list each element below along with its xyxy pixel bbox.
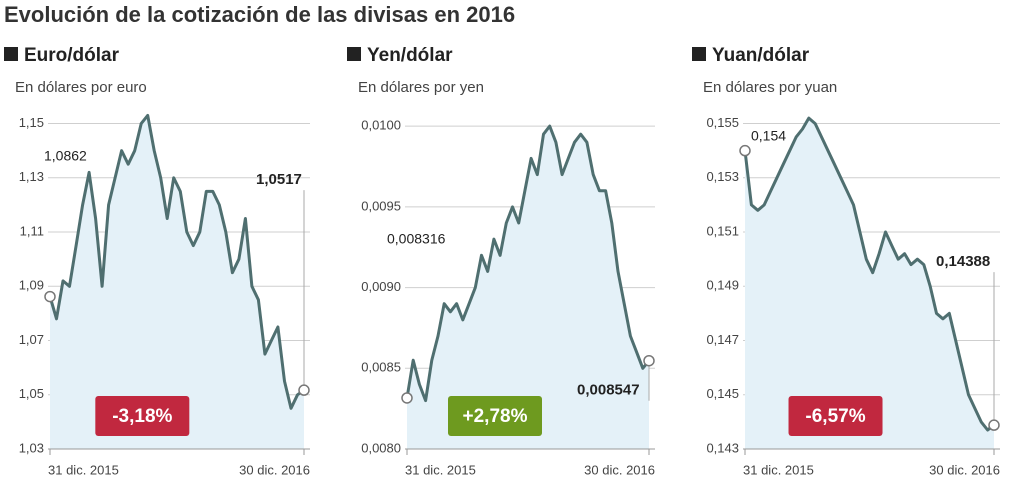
x-tick-label: 31 dic. 2015 <box>743 462 814 477</box>
value-label: 0,008547 <box>577 382 640 399</box>
x-tick-label: 30 dic. 2016 <box>929 462 1000 477</box>
end-point <box>739 144 751 157</box>
y-tick-label: 1,15 <box>19 115 44 130</box>
panel-subtitle: En dólares por yuan <box>703 79 837 96</box>
panel-subtitle: En dólares por yen <box>358 79 484 96</box>
end-point <box>44 290 56 303</box>
y-tick-label: 0,0100 <box>361 118 401 133</box>
y-tick-label: 0,0095 <box>361 198 401 213</box>
end-point <box>643 354 655 367</box>
panel-title: Euro/dólar <box>24 45 120 66</box>
y-tick-label: 1,11 <box>20 223 44 238</box>
value-label: 0,008316 <box>387 231 446 247</box>
change-badge <box>788 396 883 436</box>
main-title: Evolución de la cotización de las divisa… <box>4 2 515 27</box>
y-tick-label: 1,07 <box>19 332 44 347</box>
change-badge <box>448 396 542 436</box>
panel-title: Yen/dólar <box>367 45 453 66</box>
y-tick-label: 0,145 <box>706 386 739 401</box>
y-tick-label: 0,0090 <box>361 279 401 294</box>
y-tick-label: 0,149 <box>706 278 739 293</box>
line <box>743 116 995 432</box>
x-tick-label: 30 dic. 2016 <box>584 462 655 477</box>
change-label: -3,18% <box>112 406 172 427</box>
value-label: 1,0517 <box>256 171 302 188</box>
value-label: 0,154 <box>751 127 786 143</box>
area <box>50 115 304 450</box>
y-tick-label: 0,153 <box>706 169 739 184</box>
panel-square <box>692 47 706 61</box>
y-tick-label: 0,151 <box>706 223 739 238</box>
y-tick-label: 1,09 <box>19 278 44 293</box>
x-tick-label: 30 dic. 2016 <box>239 462 310 477</box>
x-tick-label: 31 dic. 2015 <box>405 462 476 477</box>
area <box>745 118 994 449</box>
change-label: +2,78% <box>463 406 528 427</box>
line <box>405 124 651 403</box>
panel-subtitle: En dólares por euro <box>15 79 147 96</box>
end-point <box>298 384 310 396</box>
y-tick-label: 1,13 <box>19 169 44 184</box>
value-label: 0,14388 <box>936 253 990 270</box>
end-point <box>401 392 413 404</box>
y-tick-label: 0,155 <box>706 115 739 130</box>
y-tick-label: 1,05 <box>19 386 44 401</box>
change-label: -6,57% <box>805 406 865 427</box>
x-tick-label: 31 dic. 2015 <box>48 462 119 477</box>
y-tick-label: 0,147 <box>706 332 739 347</box>
y-tick-label: 0,0080 <box>361 440 401 455</box>
panel-title: Yuan/dólar <box>712 45 810 66</box>
area <box>407 126 649 449</box>
y-tick-label: 1,03 <box>19 440 44 455</box>
panel-square <box>4 47 18 61</box>
end-point <box>988 419 1000 431</box>
change-badge <box>95 396 190 436</box>
panel-square <box>347 47 361 61</box>
y-tick-label: 0,143 <box>706 440 739 455</box>
line <box>48 113 305 410</box>
value-label: 1,0862 <box>44 147 87 163</box>
y-tick-label: 0,0085 <box>361 360 401 375</box>
